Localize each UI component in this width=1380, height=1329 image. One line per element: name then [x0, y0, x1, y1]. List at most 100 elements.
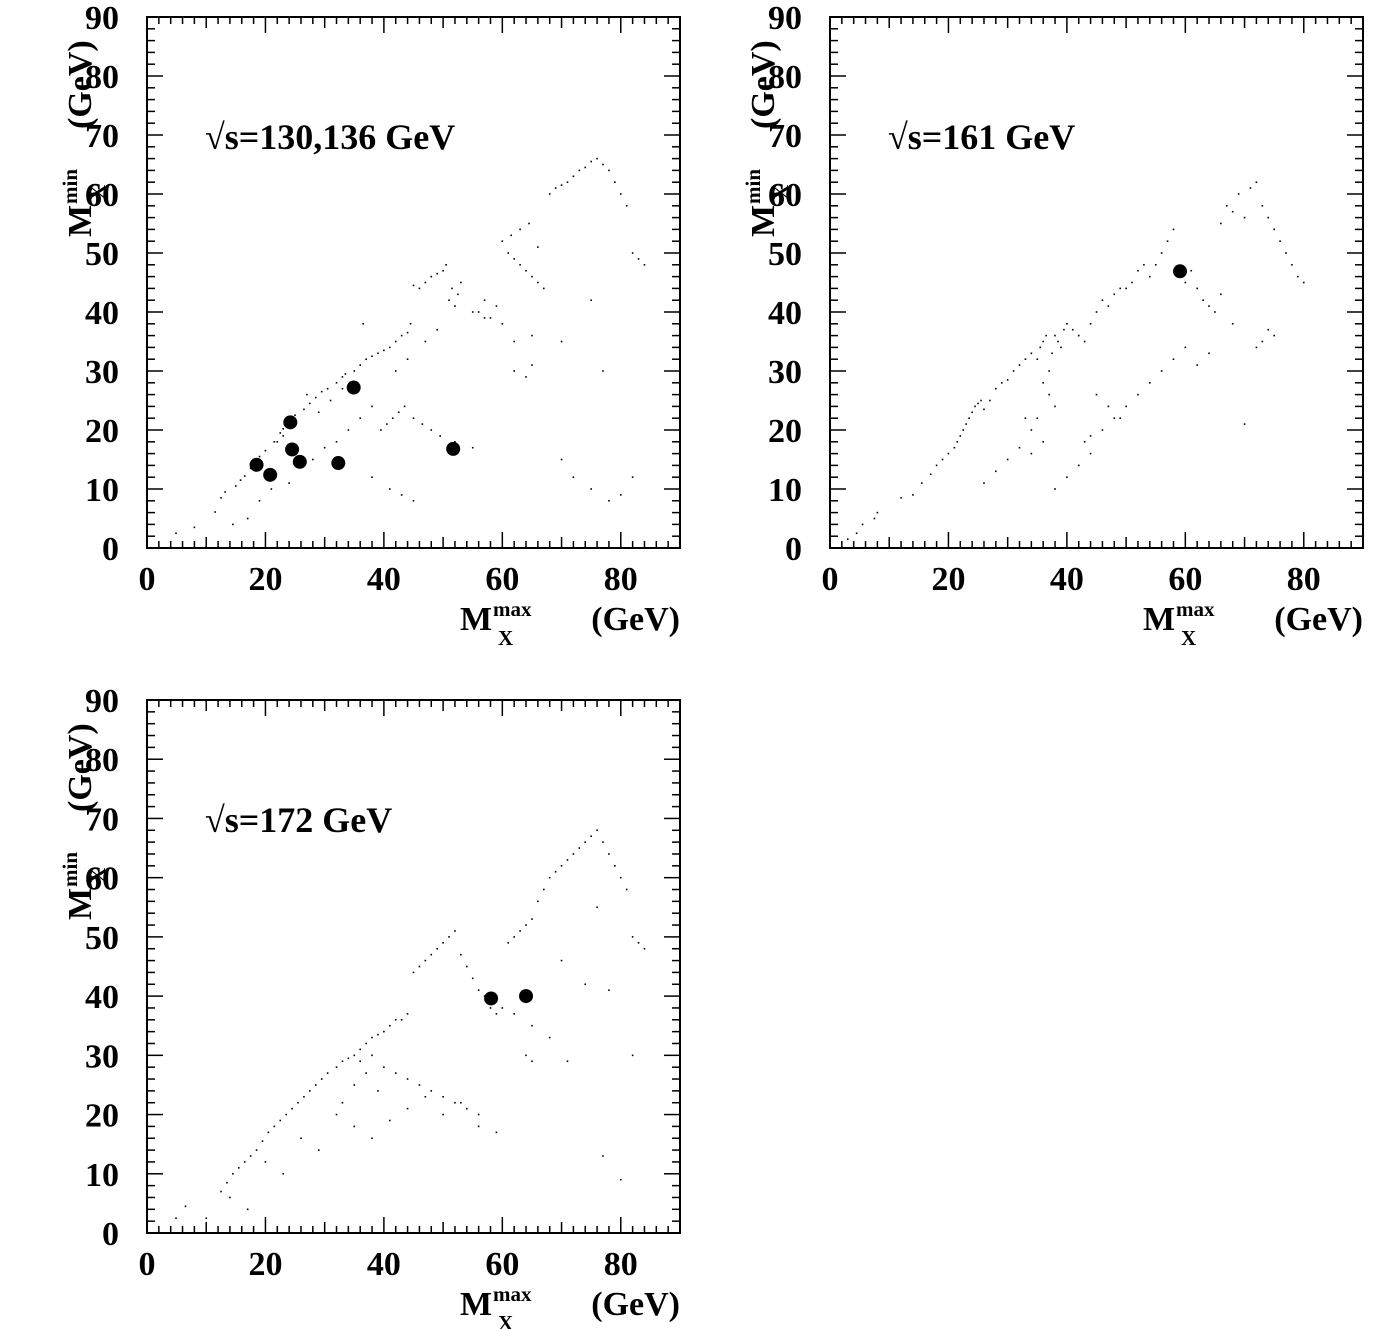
simulation-point [400, 334, 403, 337]
simulation-point [596, 157, 598, 160]
simulation-point [1060, 346, 1062, 349]
svg-text:max: max [1176, 597, 1215, 621]
simulation-point [614, 865, 616, 867]
simulation-point [341, 1101, 344, 1104]
simulation-point [1036, 358, 1039, 360]
simulation-point [297, 1101, 299, 1104]
simulation-point [267, 1131, 270, 1134]
simulation-point [220, 497, 222, 499]
simulation-point [175, 532, 177, 535]
simulation-point [977, 402, 979, 405]
simulation-point [542, 287, 545, 290]
simulation-point [1095, 393, 1098, 396]
y-tick-label: 0 [102, 531, 119, 568]
axis-ticks [146, 16, 681, 549]
simulation-point [501, 323, 504, 325]
simulation-point [300, 1137, 302, 1140]
simulation-point [430, 429, 433, 431]
simulation-point [294, 414, 296, 417]
simulation-series [175, 157, 646, 535]
simulation-point [466, 1107, 468, 1110]
svg-text:X: X [769, 185, 793, 200]
simulation-point [264, 449, 267, 452]
simulation-point [460, 281, 462, 284]
simulation-point [968, 417, 970, 419]
simulation-point [276, 441, 279, 443]
simulation-point [1172, 228, 1175, 231]
simulation-point [495, 1131, 498, 1134]
simulation-point [341, 387, 344, 390]
simulation-point [1160, 370, 1163, 372]
simulation-point [631, 252, 634, 254]
simulation-point [232, 1172, 234, 1175]
simulation-point [1196, 287, 1198, 290]
simulation-point [303, 408, 305, 411]
simulation-point [371, 1036, 373, 1039]
simulation-point [1196, 364, 1198, 366]
simulation-point [643, 947, 646, 950]
simulation-point [232, 523, 234, 526]
y-tick-label: 90 [768, 0, 802, 37]
simulation-point [584, 983, 587, 986]
simulation-point [471, 446, 474, 449]
simulation-point [371, 405, 373, 408]
simulation-point [317, 411, 320, 414]
simulation-point [962, 429, 965, 431]
simulation-point [389, 1119, 391, 1122]
simulation-point [466, 965, 468, 968]
simulation-point [175, 1217, 177, 1219]
simulation-point [1054, 405, 1056, 408]
svg-text:max: max [493, 1282, 532, 1306]
simulation-point [608, 169, 610, 172]
simulation-point [391, 417, 394, 419]
simulation-point [554, 187, 557, 189]
simulation-point [454, 305, 456, 307]
simulation-point [489, 317, 492, 319]
simulation-point [314, 1084, 317, 1086]
simulation-point [584, 166, 587, 169]
simulation-point [1255, 181, 1258, 183]
simulation-point [1243, 216, 1246, 219]
simulation-point [1036, 417, 1039, 419]
simulation-point [1101, 429, 1104, 431]
simulation-point [326, 387, 329, 390]
y-tick-label: 60 [85, 177, 119, 214]
simulation-point [572, 853, 575, 855]
simulation-point [519, 228, 521, 231]
axis-ticks [829, 16, 1364, 549]
simulation-point [855, 532, 858, 535]
plot-frame [829, 16, 1364, 549]
simulation-point [483, 995, 486, 997]
simulation-point [1030, 429, 1033, 431]
simulation-point [400, 1019, 403, 1021]
simulation-point [214, 511, 216, 513]
simulation-point [335, 441, 338, 443]
simulation-point [861, 523, 864, 526]
simulation-point [519, 264, 521, 266]
plot-frame [146, 699, 681, 1234]
y-tick-label: 70 [85, 118, 119, 155]
simulation-point [261, 1140, 264, 1143]
simulation-point [270, 488, 273, 490]
data-series [484, 989, 534, 1006]
data-series [249, 380, 461, 482]
simulation-point [1012, 370, 1015, 372]
y-tick-label: 90 [85, 683, 119, 720]
simulation-point [1042, 441, 1044, 443]
simulation-point [608, 853, 610, 855]
simulation-point [900, 497, 902, 499]
simulation-point [344, 373, 347, 375]
data-point [263, 467, 278, 482]
simulation-point [619, 876, 622, 879]
simulation-point [1107, 305, 1110, 307]
simulation-point [1045, 334, 1047, 337]
simulation-point [1095, 311, 1098, 313]
simulation-point [513, 1013, 515, 1015]
simulation-point [560, 959, 563, 962]
simulation-point [406, 331, 409, 334]
simulation-point [1113, 293, 1116, 296]
